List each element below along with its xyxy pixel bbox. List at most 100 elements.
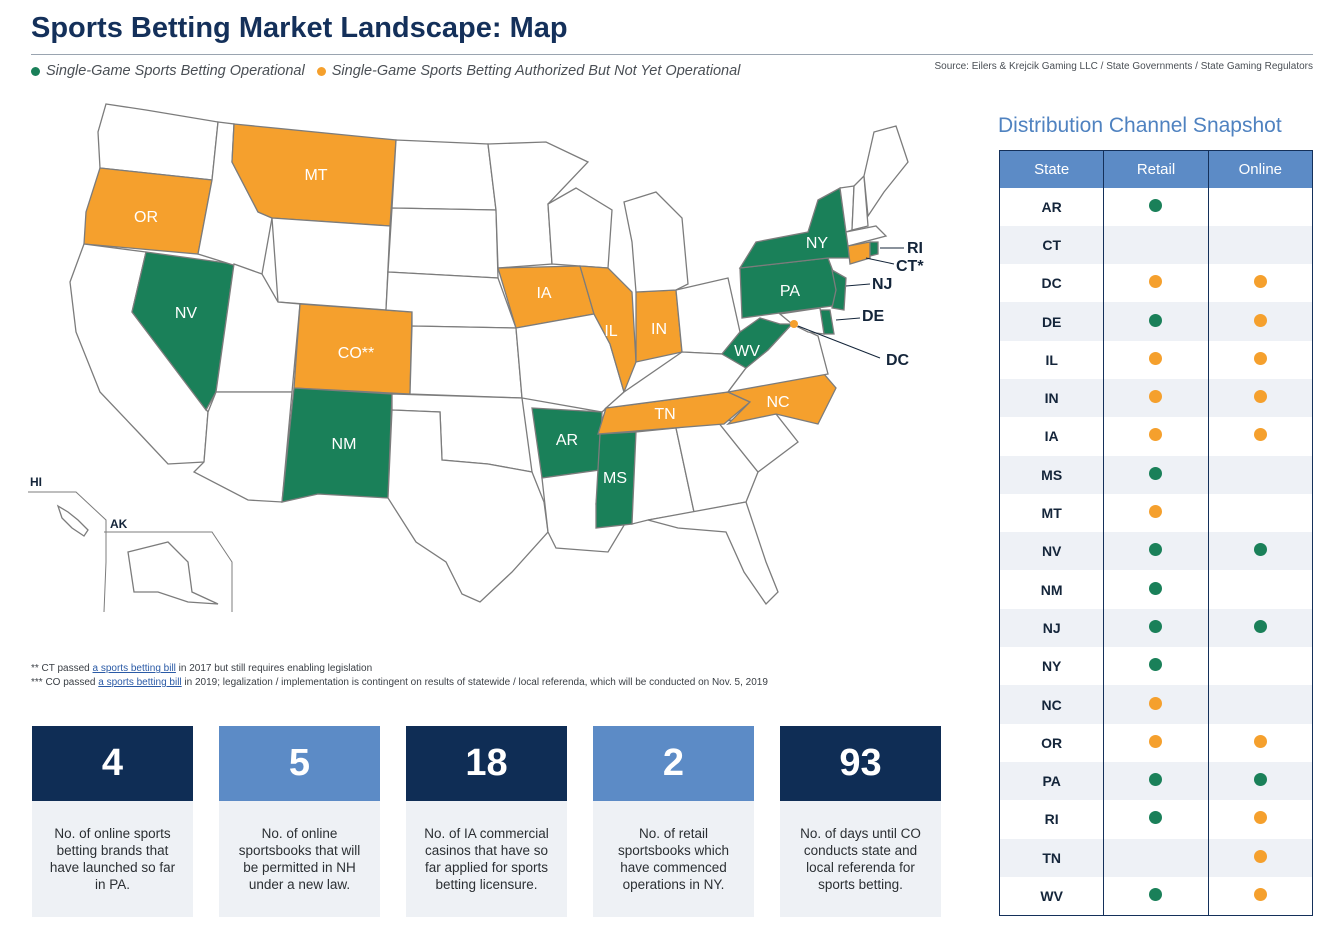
state-nd: [391, 139, 497, 211]
status-dot-green: [1149, 581, 1163, 595]
state-ri: [869, 241, 879, 257]
cell-state: PA: [999, 761, 1105, 801]
label-ia: IA: [536, 285, 551, 302]
cell-online: [1208, 723, 1313, 762]
state-nj: [831, 268, 847, 311]
state-az: [192, 391, 293, 503]
cell-state: DC: [999, 264, 1105, 303]
legend-green-dot: [31, 66, 40, 76]
table-row: PA: [999, 761, 1313, 801]
cell-retail: [1103, 685, 1209, 724]
label-ny: NY: [806, 235, 829, 252]
table-row: TN: [999, 838, 1313, 877]
stat-card: 18 No. of IA commercial casinos that hav…: [406, 726, 567, 917]
cell-state: NC: [999, 685, 1105, 724]
status-dot-orange: [1253, 428, 1267, 442]
cell-retail: [1103, 493, 1209, 533]
cell-online: [1208, 647, 1313, 686]
label-co: CO**: [338, 345, 374, 362]
stat-value: 18: [406, 726, 567, 801]
status-dot-orange: [1253, 887, 1267, 901]
table-row: NY: [999, 647, 1313, 686]
label-dc: DC: [886, 352, 910, 369]
table-row: IN: [999, 378, 1313, 418]
label-ms: MS: [603, 470, 627, 487]
stat-value: 93: [780, 726, 941, 801]
cell-online: [1208, 800, 1313, 839]
state-or: [83, 167, 213, 255]
snapshot-title: Distribution Channel Snapshot: [998, 114, 1282, 137]
cell-online: [1208, 876, 1313, 916]
label-wv: WV: [734, 343, 760, 360]
cell-online: [1208, 532, 1313, 571]
label-tn: TN: [654, 406, 675, 423]
leader-ct: [865, 257, 895, 265]
cell-online: [1208, 455, 1313, 494]
stat-card: 2 No. of retail sportsbooks which have c…: [593, 726, 754, 917]
label-or: OR: [134, 209, 158, 226]
state-ny: [738, 186, 851, 269]
table-row: NJ: [999, 608, 1313, 648]
stat-desc: No. of days until CO conducts state and …: [800, 826, 921, 892]
state-ak: [127, 541, 219, 605]
stats-row: 4 No. of online sports betting brands th…: [32, 726, 941, 917]
cell-state: TN: [999, 838, 1105, 877]
status-dot-orange: [1149, 505, 1163, 519]
state-wi: [547, 187, 613, 269]
page-title: Sports Betting Market Landscape: Map: [31, 12, 568, 44]
state-wa: [97, 103, 219, 181]
status-dot-green: [1149, 313, 1163, 327]
status-dot-green: [1149, 811, 1163, 825]
cell-online: [1208, 264, 1313, 303]
footnote-co-link[interactable]: a sports betting bill: [98, 677, 182, 688]
table-row: AR: [999, 187, 1313, 226]
footnote-ct-prefix: ** CT passed: [31, 663, 93, 674]
cell-retail: [1103, 340, 1209, 379]
leader-de: [835, 317, 861, 321]
cell-state: NV: [999, 532, 1105, 571]
cell-online: [1208, 187, 1313, 226]
status-dot-green: [1253, 773, 1267, 787]
header-online: Online: [1208, 150, 1313, 188]
cell-retail: [1103, 187, 1209, 226]
us-map: OR MT NV CO** NM IA IL IN AR MS TN NC WV…: [28, 92, 968, 652]
table-row: IA: [999, 417, 1313, 456]
stat-value: 2: [593, 726, 754, 801]
footnote-co-suffix: in 2019; legalization / implementation i…: [181, 677, 768, 688]
label-in: IN: [651, 321, 667, 338]
stat-value: 4: [32, 726, 193, 801]
label-nm: NM: [332, 436, 357, 453]
cell-retail: [1103, 608, 1209, 648]
cell-online: [1208, 225, 1313, 265]
state-il: [579, 265, 637, 394]
stat-desc: No. of IA commercial casinos that have s…: [424, 826, 549, 892]
snapshot-header-row: State Retail Online: [999, 150, 1313, 188]
state-ks: [409, 325, 523, 399]
label-pa: PA: [780, 283, 800, 300]
label-hi: HI: [30, 475, 42, 489]
table-row: DC: [999, 264, 1313, 303]
cell-online: [1208, 302, 1313, 341]
status-dot-orange: [1253, 390, 1267, 404]
cell-state: DE: [999, 302, 1105, 341]
status-dot-green: [1149, 773, 1163, 787]
cell-retail: [1103, 264, 1209, 303]
cell-online: [1208, 378, 1313, 418]
source-note: Source: Eilers & Krejcik Gaming LLC / St…: [934, 61, 1314, 72]
cell-state: OR: [999, 723, 1105, 762]
label-ct: CT*: [896, 258, 924, 275]
status-dot-orange: [1149, 428, 1163, 442]
status-dot-orange: [1149, 390, 1163, 404]
cell-online: [1208, 340, 1313, 379]
state-nv: [131, 251, 235, 412]
legend-authorized-label: Single-Game Sports Betting Authorized Bu…: [331, 63, 741, 79]
state-ms: [595, 431, 637, 529]
state-nm: [281, 387, 393, 503]
snapshot-table: State Retail Online AR CT DC DE IL IN IA MS MT NV…: [999, 150, 1313, 916]
state-nh: [851, 174, 869, 231]
snapshot-body: AR CT DC DE IL IN IA MS MT NV NM NJ NY NC OR PA RI TN WV: [999, 187, 1313, 916]
status-dot-green: [1149, 543, 1163, 557]
state-ct: [847, 241, 871, 265]
cell-state: MT: [999, 493, 1105, 533]
footnote-ct-link[interactable]: a sports betting bill: [92, 663, 176, 674]
